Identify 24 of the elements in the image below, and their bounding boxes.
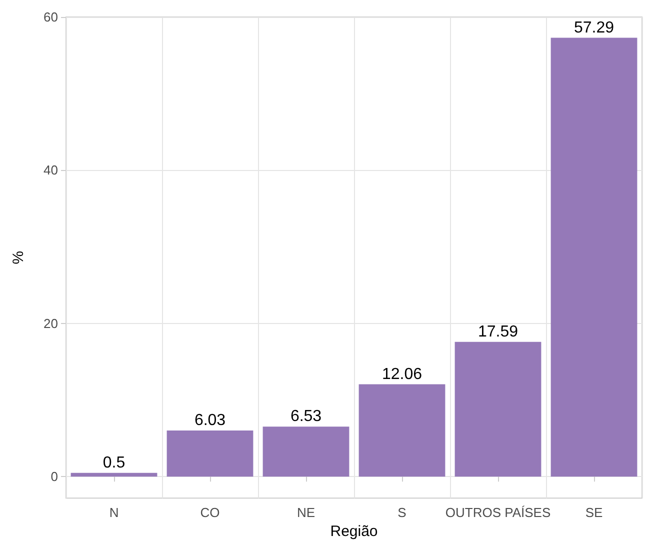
- bar: [262, 426, 350, 477]
- y-tick-label: 20: [44, 316, 58, 331]
- x-tick-label: SE: [585, 505, 603, 520]
- y-tick-label: 40: [44, 162, 58, 178]
- y-tick-label: 60: [44, 10, 58, 24]
- x-tick-label: NE: [296, 505, 316, 520]
- x-tick-label: N: [109, 505, 119, 520]
- data-label: 12.06: [382, 366, 422, 383]
- x-tick-label: S: [398, 505, 407, 520]
- x-tick-label: OUTROS PAÍSES: [445, 505, 551, 520]
- data-label: 6.53: [290, 408, 322, 426]
- y-axis-title: %: [10, 250, 27, 264]
- bar: [166, 430, 254, 477]
- data-label: 17.59: [478, 323, 518, 340]
- bar: [70, 472, 158, 477]
- x-tick-label: CO: [200, 505, 220, 520]
- y-tick-label: 0: [50, 469, 58, 484]
- bar: [454, 342, 542, 477]
- data-label: 57.29: [574, 19, 614, 36]
- x-axis-title: Região: [330, 523, 378, 540]
- bar: [550, 38, 638, 477]
- bar: [358, 384, 446, 477]
- data-label: 6.03: [194, 412, 226, 429]
- data-label: 0.5: [102, 454, 126, 472]
